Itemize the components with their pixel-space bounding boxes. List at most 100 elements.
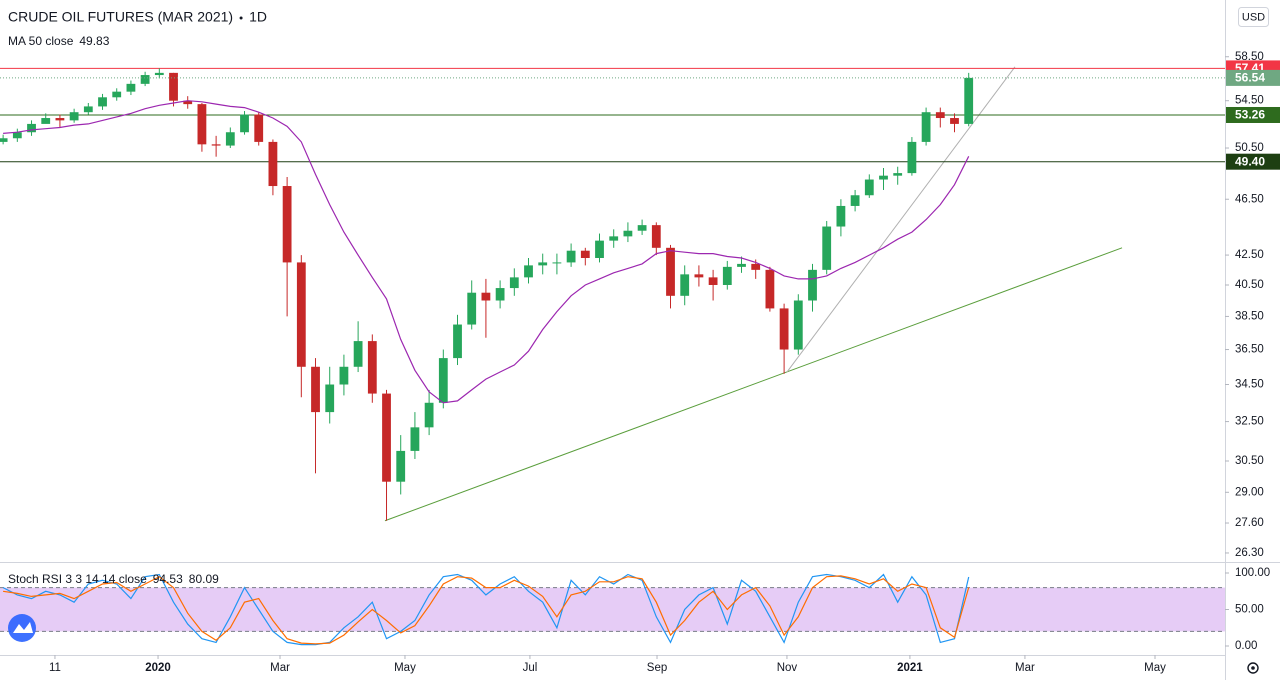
currency-button[interactable] xyxy=(1238,7,1269,27)
candle-body xyxy=(907,141,917,174)
interval[interactable]: 1D xyxy=(249,9,267,25)
y-tick-label: 54.50 xyxy=(1235,95,1264,107)
last-price-bg xyxy=(1226,69,1280,86)
candle-body xyxy=(225,132,235,146)
candle-body xyxy=(154,72,164,76)
stoch-legend: Stoch RSI 3 3 14 14 close xyxy=(8,572,147,586)
candle-body xyxy=(737,263,746,267)
candle-body xyxy=(169,72,178,101)
chart-title: CRUDE OIL FUTURES (MAR 2021) xyxy=(8,9,233,25)
y-tick-label: 38.50 xyxy=(1235,310,1264,322)
candle-body xyxy=(850,195,860,206)
candle-body xyxy=(793,300,803,350)
candle-body xyxy=(254,114,264,142)
logo xyxy=(8,614,36,642)
candle-body xyxy=(41,118,51,124)
candle-body xyxy=(836,205,846,227)
candle-body xyxy=(98,97,107,107)
x-tick-label: Mar xyxy=(1015,662,1035,674)
candle-body xyxy=(666,247,675,296)
candle-body xyxy=(353,341,363,367)
stoch-k-value: 94.53 xyxy=(153,572,183,586)
candle-body xyxy=(268,141,278,187)
candle-body xyxy=(680,274,690,296)
y-tick-label: 29.00 xyxy=(1235,486,1264,498)
candle-body xyxy=(822,226,832,270)
x-tick-label: 2020 xyxy=(145,662,171,674)
stoch-d-value: 80.09 xyxy=(189,572,219,586)
candle-body xyxy=(964,77,974,124)
level-label: 53.26 xyxy=(1235,108,1265,122)
candle-body xyxy=(55,118,65,121)
candle-body xyxy=(935,112,945,119)
ma-legend: MA 50 close xyxy=(8,34,74,48)
candle-body xyxy=(410,427,420,451)
stoch-band xyxy=(0,587,1225,632)
candle-body xyxy=(595,240,604,258)
candle-body xyxy=(609,236,619,241)
candle-body xyxy=(879,175,888,180)
y-tick-label: 58.50 xyxy=(1235,51,1264,63)
settings-icon[interactable] xyxy=(1247,662,1259,674)
candle-body xyxy=(467,292,477,325)
candle-body xyxy=(765,269,775,309)
trendline xyxy=(384,247,1123,522)
x-tick-label: 2021 xyxy=(897,662,923,674)
candle-body xyxy=(424,402,434,428)
stoch-pane xyxy=(0,573,1225,646)
y-tick-label: 26.30 xyxy=(1235,547,1264,559)
candle-body xyxy=(651,225,661,248)
candle-body xyxy=(27,123,36,133)
stoch-line xyxy=(2,573,970,646)
candle-body xyxy=(69,112,79,121)
stoch-tick-label: 50.00 xyxy=(1235,604,1264,616)
y-tick-label: 32.50 xyxy=(1235,416,1264,428)
y-tick-label: 27.60 xyxy=(1235,517,1264,529)
candle-body xyxy=(580,250,590,258)
candle-body xyxy=(339,366,349,385)
candle-body xyxy=(566,250,576,263)
y-tick-label: 34.50 xyxy=(1235,379,1264,391)
x-tick-label: Sep xyxy=(647,662,667,674)
y-tick-label: 30.50 xyxy=(1235,455,1264,467)
candle-body xyxy=(296,262,306,367)
x-tick-label: May xyxy=(1144,662,1166,674)
stoch-tick-label: 100.00 xyxy=(1235,567,1270,579)
candle-body xyxy=(751,263,761,270)
candle-body xyxy=(694,274,704,278)
candle-body xyxy=(623,230,633,237)
level-label-bg xyxy=(1226,106,1280,123)
candle-body xyxy=(0,138,8,142)
candle-body xyxy=(495,288,505,301)
candle-body xyxy=(779,308,789,350)
candle-body xyxy=(438,358,448,403)
candle-body xyxy=(509,277,519,289)
candle-body xyxy=(708,277,718,285)
candle-body xyxy=(921,112,931,142)
candle-body xyxy=(524,265,533,278)
y-tick-label: 40.50 xyxy=(1235,279,1264,291)
candle-body xyxy=(538,262,548,266)
ma-line xyxy=(3,100,970,404)
candle-body xyxy=(722,266,732,285)
y-tick-label: 36.50 xyxy=(1235,344,1264,356)
candle-body xyxy=(552,262,562,264)
candle-body xyxy=(83,106,93,113)
y-tick-label: 42.50 xyxy=(1235,249,1264,261)
axes: 26.30 27.60 29.00 30.50 32.50 34.50 36.50 38.50… xyxy=(49,51,1270,674)
candle-body xyxy=(12,132,22,139)
stoch-tick-label: 0.00 xyxy=(1235,640,1257,652)
candle-body xyxy=(325,384,335,413)
candle-body xyxy=(140,75,150,84)
candle-body xyxy=(453,324,462,359)
candle-body xyxy=(183,100,193,105)
candle-body xyxy=(637,225,647,231)
x-tick-label: Jul xyxy=(523,662,538,674)
level-label: 49.40 xyxy=(1235,154,1265,168)
candle-body xyxy=(808,269,817,301)
y-tick-label: 46.50 xyxy=(1235,193,1264,205)
candle-body xyxy=(282,186,292,263)
